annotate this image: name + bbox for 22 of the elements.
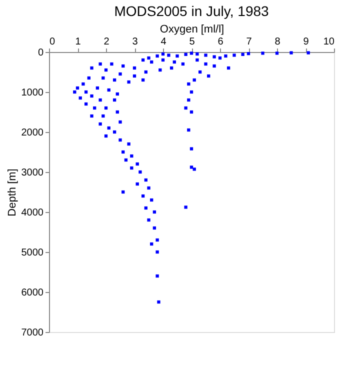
y-tick-label: 4000 — [21, 208, 44, 218]
y-tick-label: 1000 — [21, 88, 44, 98]
x-tick-label: 6 — [218, 36, 224, 48]
x-tick-label: 7 — [246, 36, 252, 48]
x-tick-label: 4 — [160, 36, 167, 48]
y-tick-label: 3000 — [21, 168, 44, 178]
chart-title: MODS2005 in July, 1983 — [114, 3, 270, 19]
x-tick-label: 0 — [50, 36, 56, 48]
y-tick-label: 5000 — [21, 248, 44, 258]
x-tick-label: 3 — [132, 36, 138, 48]
x-tick-label: 10 — [323, 36, 335, 48]
y-tick-label: 6000 — [21, 288, 44, 298]
y-tick-label: 7000 — [21, 328, 44, 338]
x-tick-label: 2 — [104, 36, 110, 48]
x-tick-label: 8 — [274, 36, 281, 48]
y-tick-label: 0 — [38, 48, 44, 58]
x-tick-label: 1 — [75, 36, 82, 48]
x-tick-label: 5 — [189, 36, 196, 48]
y-tick-label: 2000 — [21, 128, 44, 138]
x-tick-label: 9 — [303, 36, 310, 48]
y-axis-title: Depth [m] — [6, 168, 18, 216]
x-axis-title: Oxygen [ml/l] — [160, 24, 224, 36]
